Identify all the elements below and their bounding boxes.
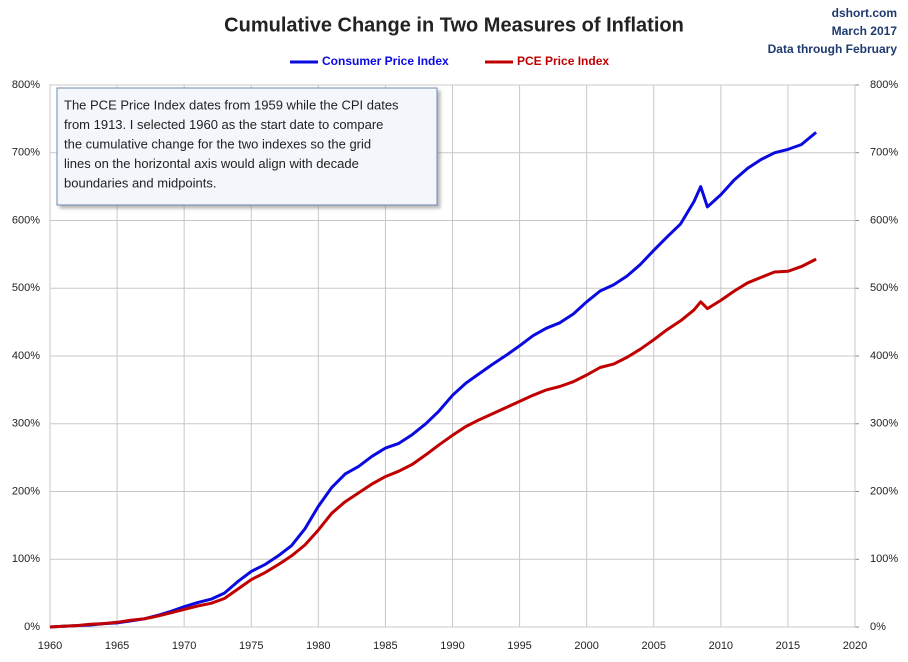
x-tick-label: 1990 — [440, 640, 464, 652]
annotation-text: The PCE Price Index dates from 1959 whil… — [64, 97, 399, 112]
source: dshort.com — [832, 6, 897, 20]
annotation-text: from 1913. I selected 1960 as the start … — [64, 117, 383, 132]
legend-label: Consumer Price Index — [322, 54, 449, 68]
x-tick-label: 2010 — [709, 640, 733, 652]
x-tick-label: 1960 — [38, 640, 62, 652]
x-tick-label: 1980 — [306, 640, 330, 652]
annotation-text: lines on the horizontal axis would align… — [64, 156, 359, 171]
y2-tick-label: 500% — [870, 282, 898, 294]
legend-label: PCE Price Index — [517, 54, 609, 68]
annotation-text: the cumulative change for the two indexe… — [64, 136, 371, 151]
y-tick-label: 0% — [24, 621, 40, 633]
x-tick-label: 1985 — [373, 640, 397, 652]
y2-tick-label: 400% — [870, 350, 898, 362]
y2-tick-label: 800% — [870, 79, 898, 91]
x-tick-label: 1965 — [105, 640, 129, 652]
annotation-box — [56, 87, 438, 206]
y-tick-label: 200% — [12, 485, 40, 497]
x-tick-label: 2000 — [574, 640, 598, 652]
y2-tick-label: 0% — [870, 621, 886, 633]
y-tick-label: 100% — [12, 553, 40, 565]
x-tick-label: 1995 — [507, 640, 531, 652]
y2-tick-label: 700% — [870, 147, 898, 159]
x-tick-label: 2005 — [642, 640, 666, 652]
y-tick-label: 400% — [12, 350, 40, 362]
y-tick-label: 600% — [12, 214, 40, 226]
y-tick-label: 700% — [12, 147, 40, 159]
source: March 2017 — [832, 24, 898, 38]
series-line — [49, 131, 818, 629]
y-tick-label: 500% — [12, 282, 40, 294]
x-tick-label: 1970 — [172, 640, 196, 652]
y2-tick-label: 200% — [870, 485, 898, 497]
y2-tick-label: 100% — [870, 553, 898, 565]
y-tick-label: 800% — [12, 79, 40, 91]
x-tick-label: 2015 — [776, 640, 800, 652]
series-line — [49, 257, 817, 629]
x-tick-label: 2020 — [843, 640, 867, 652]
y2-tick-label: 300% — [870, 418, 898, 430]
source: Data through February — [768, 42, 898, 56]
y2-tick-label: 600% — [870, 214, 898, 226]
y-tick-label: 300% — [12, 418, 40, 430]
x-tick-label: 1975 — [239, 640, 263, 652]
annotation-text: boundaries and midpoints. — [64, 175, 217, 190]
chart-title: Cumulative Change in Two Measures of Inf… — [224, 14, 684, 36]
